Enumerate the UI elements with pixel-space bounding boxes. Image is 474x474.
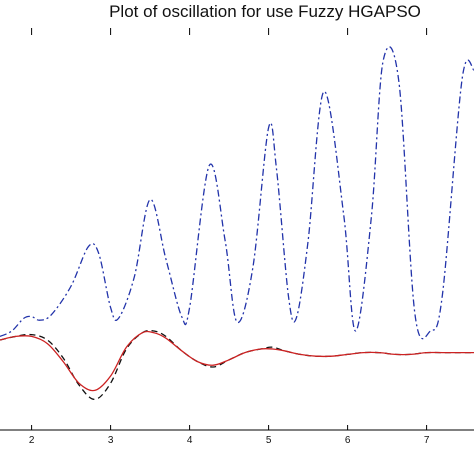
series-line-1 <box>0 46 474 340</box>
x-tick-label-3: 3 <box>108 435 114 446</box>
x-tick-label-7: 7 <box>424 435 430 446</box>
x-tick-label-5: 5 <box>266 435 272 446</box>
series-line-3 <box>0 330 474 392</box>
x-tick-label-4: 4 <box>187 435 193 446</box>
x-tick-label-2: 2 <box>29 435 35 446</box>
chart-title: Plot of oscillation for use Fuzzy HGAPSO <box>109 2 421 21</box>
x-tick-label-6: 6 <box>345 435 351 446</box>
series-line-2 <box>0 329 474 401</box>
